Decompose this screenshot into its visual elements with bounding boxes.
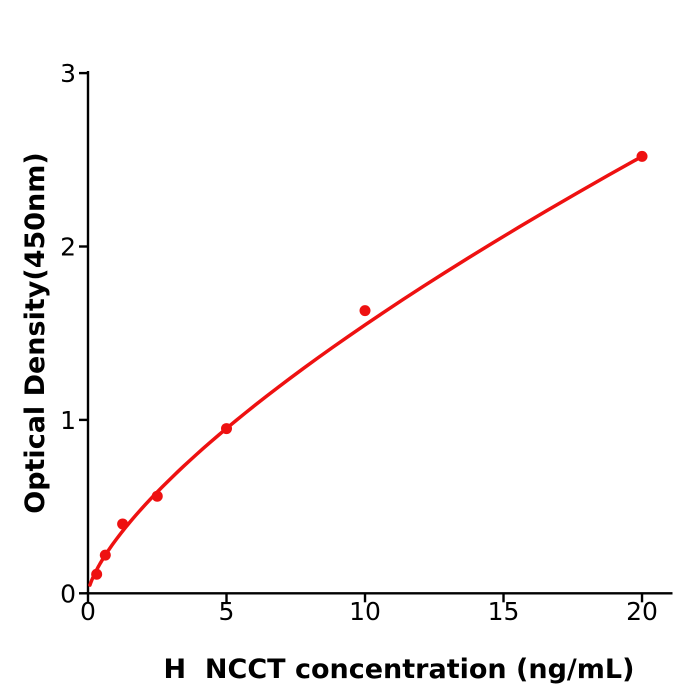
x-tick-label: 15 xyxy=(488,597,520,626)
y-axis-ticks xyxy=(79,71,88,595)
data-point xyxy=(99,549,111,561)
y-tick-label: 0 xyxy=(60,579,76,608)
x-axis-ticks xyxy=(86,593,644,603)
data-point xyxy=(221,423,233,435)
x-tick-label: 20 xyxy=(626,597,658,626)
y-tick-label: 3 xyxy=(60,59,76,88)
data-point xyxy=(91,568,103,580)
data-points xyxy=(91,150,648,580)
y-axis-title: Optical Density(450nm) xyxy=(20,152,51,514)
x-tick-label: 5 xyxy=(219,597,235,626)
data-point xyxy=(636,150,648,162)
fit-curve-line xyxy=(88,154,644,587)
data-point xyxy=(117,518,129,530)
y-tick-label: 2 xyxy=(60,233,76,262)
data-point xyxy=(151,490,163,502)
y-axis-tick-labels: 0 1 2 3 xyxy=(60,59,76,608)
x-axis-tick-labels: 0 5 10 15 20 xyxy=(80,597,658,626)
x-axis-title: H NCCT concentration (ng/mL) xyxy=(164,654,635,685)
x-tick-label: 0 xyxy=(80,597,96,626)
y-tick-label: 1 xyxy=(60,406,76,435)
x-tick-label: 10 xyxy=(349,597,381,626)
data-point xyxy=(359,305,371,317)
